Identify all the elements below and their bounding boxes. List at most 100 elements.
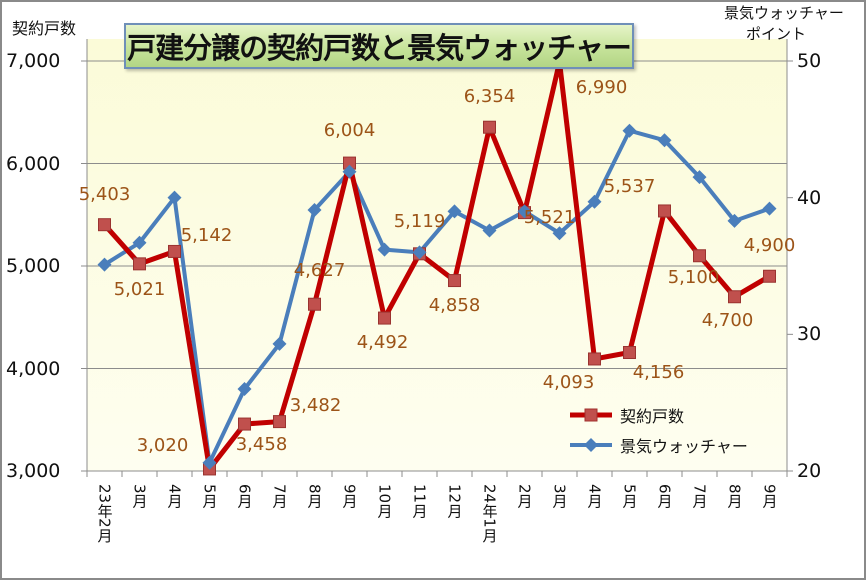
y-tick-label: 7,000 bbox=[6, 50, 61, 72]
data-label: 4,093 bbox=[542, 371, 595, 393]
x-tick-label: 4月 bbox=[585, 484, 604, 509]
contracts-marker bbox=[588, 352, 601, 366]
watcher-marker bbox=[657, 133, 672, 148]
contracts-marker bbox=[168, 244, 181, 258]
watcher-marker bbox=[482, 223, 497, 238]
x-tick-label: 9月 bbox=[340, 484, 359, 509]
y-tick-label: 5,000 bbox=[6, 255, 61, 277]
watcher-marker bbox=[167, 190, 182, 205]
contracts-marker bbox=[133, 257, 146, 271]
data-label: 4,700 bbox=[701, 309, 754, 331]
watcher-marker bbox=[97, 257, 112, 272]
data-label: 3,020 bbox=[136, 434, 189, 456]
contracts-marker bbox=[98, 218, 111, 232]
y2-axis-title-line1: 景気ウォッチャー bbox=[724, 4, 844, 22]
data-label: 4,627 bbox=[293, 260, 346, 282]
x-tick-label: 10月 bbox=[375, 484, 394, 519]
plot-background bbox=[87, 39, 787, 471]
contracts-line bbox=[102, 59, 771, 472]
x-tick-label: 3月 bbox=[550, 484, 569, 509]
contracts-marker bbox=[308, 297, 321, 311]
contracts-marker bbox=[728, 290, 741, 304]
contracts-marker bbox=[693, 249, 706, 263]
contracts-marker bbox=[448, 274, 461, 288]
y2-axis-title-line2: ポイント bbox=[746, 25, 807, 43]
y2-tick-label: 30 bbox=[797, 323, 822, 346]
data-label: 6,990 bbox=[575, 77, 628, 99]
x-tick-label: 8月 bbox=[305, 484, 324, 509]
x-tick-label: 7月 bbox=[690, 484, 709, 509]
watcher-marker bbox=[587, 194, 602, 209]
watcher-marker bbox=[727, 213, 742, 228]
data-label: 5,403 bbox=[78, 183, 131, 205]
watcher-marker bbox=[342, 164, 357, 179]
x-tick-label: 2月 bbox=[515, 484, 534, 509]
watcher-marker bbox=[517, 204, 532, 219]
watcher-marker bbox=[237, 382, 252, 396]
x-tick-label: 7月 bbox=[270, 484, 289, 509]
data-label: 3,482 bbox=[289, 394, 342, 416]
watcher-marker bbox=[132, 235, 147, 250]
contracts-marker bbox=[273, 415, 286, 429]
data-label: 5,100 bbox=[667, 266, 720, 288]
data-label: 5,142 bbox=[180, 225, 233, 247]
watcher-marker bbox=[622, 123, 637, 138]
x-tick-label: 4月 bbox=[165, 484, 184, 509]
x-tick-label: 9月 bbox=[760, 484, 779, 509]
data-label: 4,858 bbox=[428, 294, 481, 316]
x-tick-label: 8月 bbox=[725, 484, 744, 509]
x-tick-label: 12月 bbox=[445, 484, 464, 519]
y-axis-title: 契約戸数 bbox=[12, 19, 77, 38]
x-tick-label: 5月 bbox=[200, 484, 219, 509]
legend-square-marker-icon bbox=[570, 408, 612, 422]
x-tick-label: 6月 bbox=[235, 484, 254, 509]
y-tick-label: 4,000 bbox=[6, 357, 61, 380]
x-tick-label: 11月 bbox=[410, 484, 429, 519]
data-label: 5,521 bbox=[523, 206, 576, 228]
watcher-marker bbox=[377, 242, 392, 257]
watcher-marker bbox=[272, 336, 287, 351]
data-label: 6,354 bbox=[463, 86, 516, 108]
data-label: 5,537 bbox=[603, 175, 656, 197]
data-label: 5,021 bbox=[113, 278, 166, 300]
x-tick-label: 23年2月 bbox=[95, 484, 114, 543]
legend-label: 契約戸数 bbox=[620, 407, 685, 426]
contracts-marker bbox=[658, 204, 671, 218]
legend-item-watcher: 景気ウォッチャー bbox=[568, 430, 748, 460]
contracts-marker bbox=[623, 346, 636, 360]
y2-tick-label: 20 bbox=[797, 460, 822, 482]
y-tick-label: 6,000 bbox=[6, 152, 61, 175]
x-tick-label: 3月 bbox=[130, 484, 149, 509]
legend-label: 景気ウォッチャー bbox=[620, 437, 748, 456]
chart-title: 戸建分譲の契約戸数と景気ウォッチャー bbox=[124, 23, 634, 69]
data-label: 4,900 bbox=[743, 235, 796, 257]
y2-tick-label: 40 bbox=[797, 186, 822, 209]
data-label: 4,156 bbox=[632, 361, 685, 383]
watcher-marker bbox=[307, 202, 322, 217]
watcher-marker bbox=[202, 455, 217, 470]
y2-tick-label: 50 bbox=[797, 50, 822, 72]
data-label: 3,458 bbox=[235, 434, 288, 456]
contracts-marker bbox=[763, 269, 776, 283]
watcher-marker bbox=[692, 170, 707, 185]
contracts-marker bbox=[483, 120, 496, 134]
watcher-marker bbox=[762, 201, 777, 216]
legend-item-contracts: 契約戸数 bbox=[568, 400, 748, 430]
watcher-marker bbox=[447, 204, 462, 219]
data-label: 5,119 bbox=[393, 210, 446, 232]
contracts-marker bbox=[238, 417, 251, 431]
contracts-marker bbox=[378, 311, 391, 325]
watcher-line bbox=[103, 128, 771, 465]
legend-diamond-marker-icon bbox=[570, 438, 612, 452]
x-tick-label: 24年1月 bbox=[480, 484, 499, 543]
x-tick-label: 5月 bbox=[620, 484, 639, 509]
x-tick-label: 6月 bbox=[655, 484, 674, 509]
legend: 契約戸数 景気ウォッチャー bbox=[568, 400, 748, 460]
watcher-marker bbox=[412, 245, 427, 260]
y-tick-label: 3,000 bbox=[6, 460, 61, 482]
data-label: 4,492 bbox=[356, 332, 409, 354]
watcher-marker bbox=[552, 226, 567, 241]
data-label: 6,004 bbox=[323, 120, 376, 142]
